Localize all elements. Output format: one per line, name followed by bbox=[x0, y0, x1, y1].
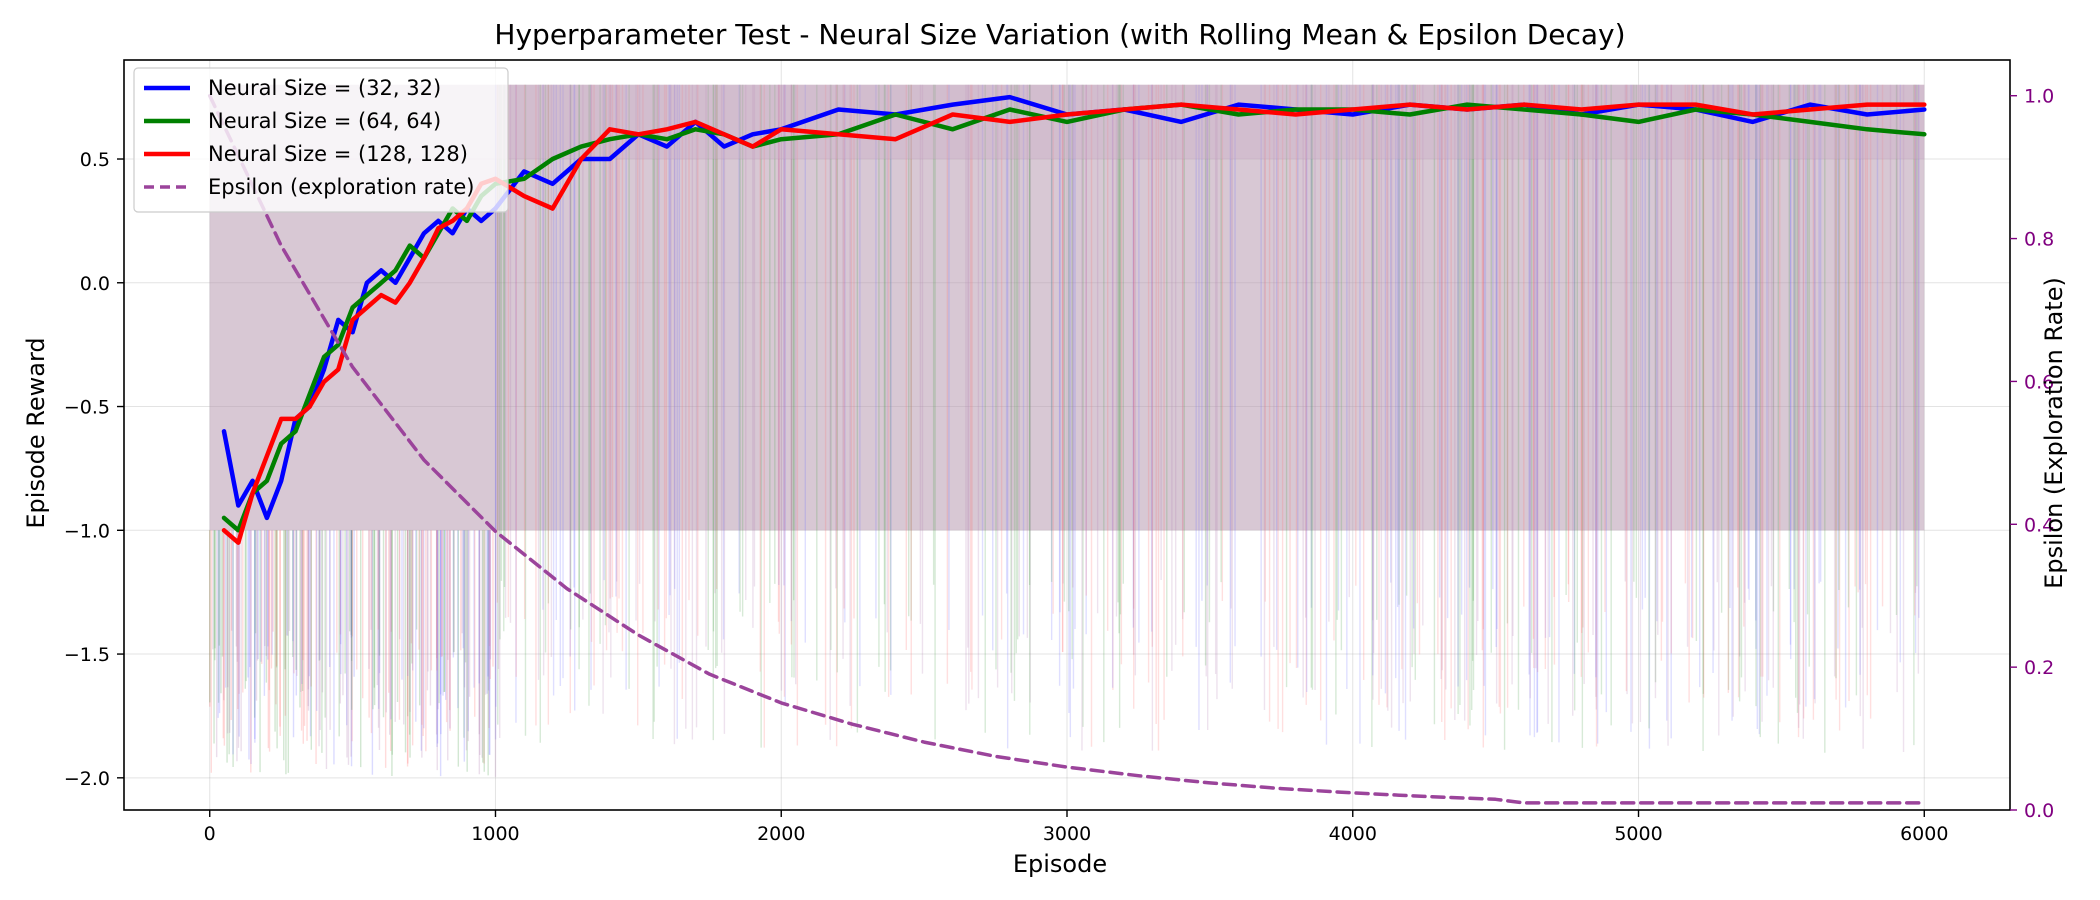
legend-box bbox=[133, 67, 509, 213]
y-tick-label: −1.0 bbox=[64, 520, 110, 542]
x-tick-label: 1000 bbox=[471, 823, 519, 845]
y2-axis-title: Epsilon (Exploration Rate) bbox=[2040, 277, 2068, 589]
y2-tick-label: 0.2 bbox=[2024, 657, 2054, 679]
y-tick-label: −0.5 bbox=[64, 397, 110, 419]
y2-tick-label: 0.8 bbox=[2024, 229, 2054, 251]
legend-label-3: Neural Size = (128, 128) bbox=[208, 142, 468, 166]
x-tick-label: 0 bbox=[204, 823, 216, 845]
series-line-3 bbox=[221, 102, 1927, 545]
y-tick-label: 0.0 bbox=[80, 273, 110, 295]
x-axis-title: Episode bbox=[1013, 850, 1107, 878]
legend-label-2: Neural Size = (64, 64) bbox=[208, 109, 441, 133]
y-tick-label: 0.5 bbox=[80, 149, 110, 171]
raw-reward-band-upper bbox=[495, 84, 1925, 160]
y2-tick-label: 1.0 bbox=[2024, 86, 2054, 108]
y2-tick-label: 0.4 bbox=[2024, 514, 2054, 536]
y-tick-label: −2.0 bbox=[64, 768, 110, 790]
series-line-2 bbox=[221, 102, 1927, 533]
x-tick-label: 2000 bbox=[757, 823, 805, 845]
x-tick-label: 4000 bbox=[1329, 823, 1377, 845]
legend-label-4: Epsilon (exploration rate) bbox=[208, 175, 474, 199]
legend-label-1: Neural Size = (32, 32) bbox=[208, 76, 441, 100]
chart-title: Hyperparameter Test - Neural Size Variat… bbox=[494, 18, 1625, 51]
y-axis-title: Episode Reward bbox=[22, 337, 50, 528]
x-tick-label: 5000 bbox=[1614, 823, 1662, 845]
x-tick-label: 6000 bbox=[1900, 823, 1948, 845]
y-tick-label: −1.5 bbox=[64, 644, 110, 666]
y2-tick-label: 0.0 bbox=[2024, 800, 2054, 822]
y2-tick-label: 0.6 bbox=[2024, 371, 2054, 393]
series-line-4 bbox=[207, 93, 1927, 805]
x-tick-label: 3000 bbox=[1043, 823, 1091, 845]
